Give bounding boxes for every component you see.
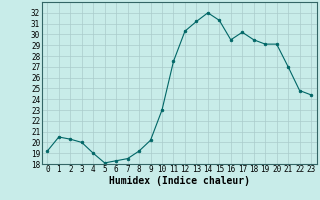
X-axis label: Humidex (Indice chaleur): Humidex (Indice chaleur) bbox=[109, 176, 250, 186]
